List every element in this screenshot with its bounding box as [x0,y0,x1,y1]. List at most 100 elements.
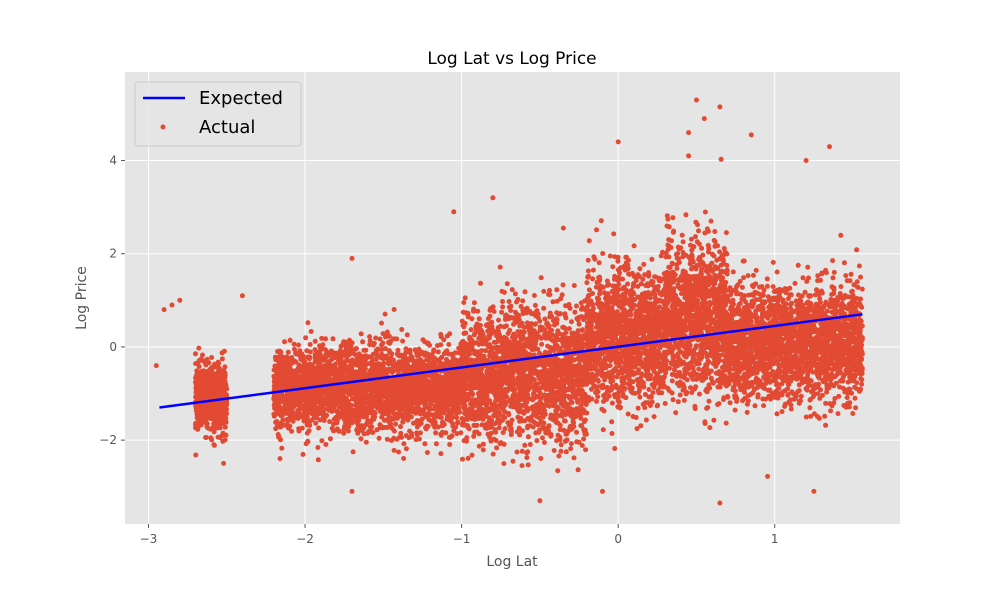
scatter-point [373,361,379,367]
scatter-point [367,354,372,360]
scatter-point [378,380,384,386]
scatter-point [583,447,589,453]
scatter-point [421,407,427,413]
scatter-point [356,415,362,421]
scatter-point [557,427,563,433]
scatter-point [382,311,388,317]
scatter-point [355,425,361,431]
scatter-point [444,376,450,382]
scatter-point [354,397,360,403]
scatter-point [432,424,438,430]
scatter-point [325,359,331,365]
scatter-point [509,287,515,293]
scatter-point [399,352,405,358]
scatter-point [291,341,297,347]
scatter-point [379,320,384,326]
scatter-point [273,426,279,432]
scatter-point [203,435,209,440]
scatter-point [425,357,431,363]
scatter-point [314,354,320,360]
scatter-point [371,401,377,407]
scatter-point [478,280,483,286]
scatter-point [311,394,317,400]
scatter-point [327,419,333,425]
scatter-point [403,446,409,452]
scatter-point [514,449,520,455]
scatter-point [399,327,405,332]
scatter-point [371,340,377,346]
scatter-point [396,449,402,455]
scatter-point [433,441,439,447]
scatter-point [392,387,398,393]
scatter-point [219,356,225,362]
scatter-point [400,338,406,344]
scatter-point [471,308,477,314]
scatter-point [369,424,375,430]
scatter-point [298,378,304,384]
scatter-point [394,351,400,357]
scatter-point [284,416,290,422]
scatter-point [571,283,577,288]
scatter-point [512,291,518,297]
scatter-point [444,370,450,376]
scatter-point [396,402,402,408]
scatter-point [301,357,307,363]
scatter-point [346,372,352,378]
scatter-point [317,343,323,349]
scatter-point [431,347,437,353]
scatter-point [435,400,441,406]
scatter-point [330,336,336,342]
scatter-point [327,436,333,442]
scatter-point [307,362,313,368]
scatter-point [319,438,325,444]
scatter-point [196,345,202,351]
scatter-point [312,409,318,415]
scatter-point [534,438,540,444]
scatter-point [465,455,471,461]
scatter-point [208,371,214,377]
scatter-point [329,356,335,362]
scatter-point [416,436,422,442]
scatter-point [409,409,415,415]
scatter-point [373,335,379,341]
scatter-point [195,406,201,412]
scatter-point [368,405,374,411]
scatter-point [277,348,283,354]
scatter-point [344,422,350,428]
scatter-point [464,410,470,416]
scatter-point [320,412,326,418]
scatter-point [209,437,215,443]
scatter-point [425,393,431,399]
scatter-point [193,395,199,400]
scatter-point [315,457,321,463]
scatter-point [350,449,356,455]
scatter-point [273,394,279,400]
scatter-point [337,414,343,420]
scatter-point [380,404,386,409]
scatter-point [480,447,486,453]
scatter-point [308,376,314,382]
scatter-point [456,407,462,413]
scatter-point [222,364,228,370]
scatter-point [348,347,354,353]
scatter-point [439,429,445,435]
scatter-point [454,390,460,396]
scatter-point [286,374,292,380]
scatter-point [295,414,301,419]
scatter-point [383,334,388,340]
scatter-point [290,402,296,408]
scatter-point [434,405,440,410]
scatter-point [450,354,456,360]
scatter-point [448,373,454,379]
scatter-point [564,437,570,443]
scatter-point [361,408,367,414]
scatter-point [394,411,400,417]
scatter-point [412,400,418,406]
scatter-point [424,411,430,417]
scatter-point [401,456,407,461]
scatter-point [530,342,536,348]
scatter-point [501,289,507,295]
scatter-point [327,402,333,408]
scatter-point [363,422,369,428]
scatter-point [494,445,500,451]
